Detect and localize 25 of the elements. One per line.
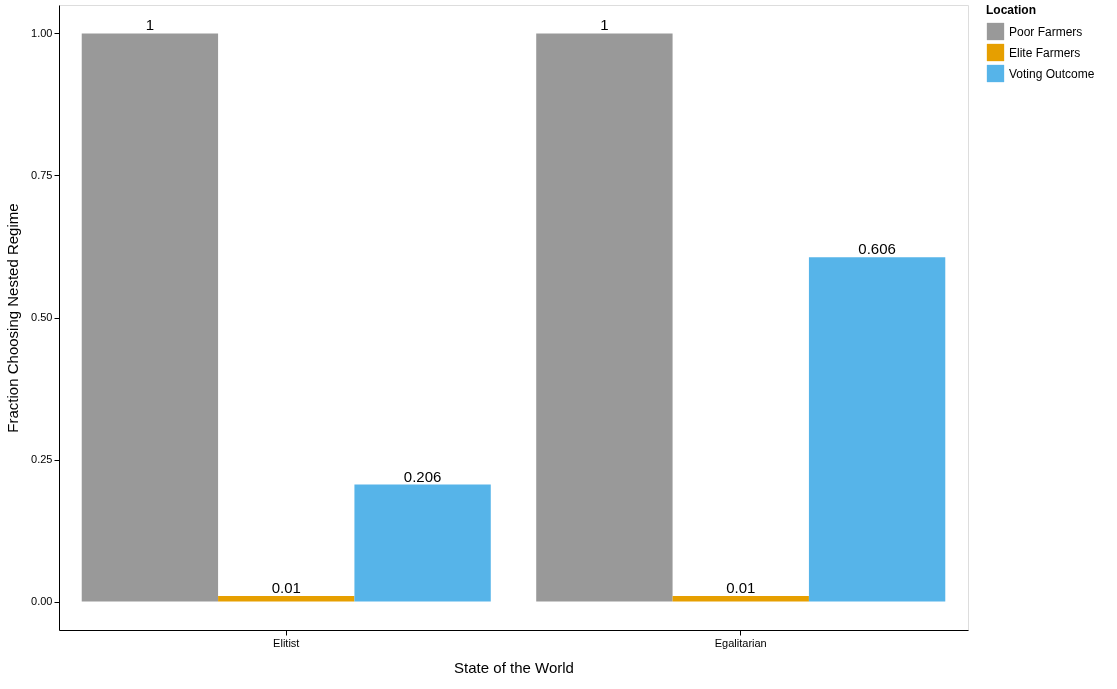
x-axis-title: State of the World [454, 658, 574, 676]
data-label: 1 [600, 16, 609, 34]
legend-label: Voting Outcome [1009, 66, 1095, 81]
y-tick-label: 0.00 [31, 595, 53, 608]
y-axis-title: Fraction Choosing Nested Regime [4, 203, 22, 433]
x-tick-label: Elitist [273, 636, 300, 649]
y-tick-label: 0.25 [31, 453, 53, 466]
data-label: 0.01 [726, 578, 756, 596]
y-tick-label: 1.00 [31, 26, 53, 39]
y-tick-label: 0.75 [31, 168, 53, 181]
bar [672, 595, 809, 602]
data-label: 0.01 [271, 578, 301, 596]
data-label: 1 [145, 16, 155, 34]
bar [81, 33, 219, 602]
bar [808, 257, 946, 602]
legend-label: Poor Farmers [1009, 24, 1083, 39]
legend-title: Location [986, 3, 1036, 17]
x-tick-label: Egalitarian [714, 636, 767, 649]
legend-label: Elite Farmers [1009, 45, 1081, 60]
bar [536, 33, 673, 602]
bar [354, 484, 491, 602]
data-label: 0.606 [858, 240, 896, 258]
bar [218, 595, 355, 602]
data-label: 0.206 [403, 467, 442, 485]
y-tick-label: 0.50 [31, 311, 53, 323]
